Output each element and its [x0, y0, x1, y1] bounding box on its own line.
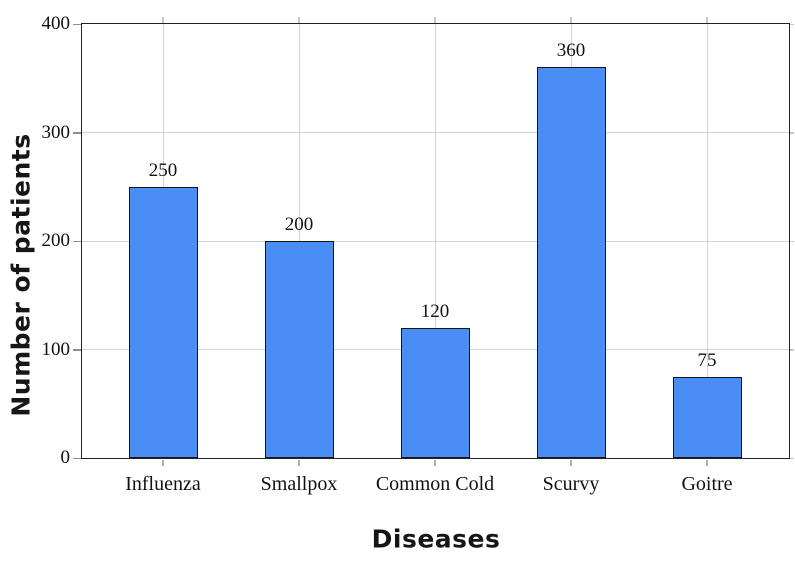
- x-tick-mark-top: [706, 16, 708, 23]
- y-tick-label: 0: [60, 447, 71, 468]
- x-tick-label: Scurvy: [542, 473, 600, 495]
- x-tick-mark-top: [570, 16, 572, 23]
- y-tick-label: 400: [41, 13, 71, 34]
- y-gridline: [82, 132, 789, 133]
- bar-value-label: 250: [148, 159, 178, 181]
- y-tick-mark: [73, 23, 82, 25]
- y-tick-mark-right: [789, 132, 794, 134]
- x-tick-mark: [298, 459, 300, 466]
- y-tick-mark: [73, 132, 82, 134]
- bar-value-label: 75: [697, 349, 717, 371]
- x-tick-label: Smallpox: [260, 473, 338, 495]
- y-tick-mark-right: [789, 349, 794, 351]
- bar-value-label: 120: [420, 300, 450, 322]
- y-gridline: [82, 240, 789, 242]
- y-tick-mark-right: [789, 23, 794, 25]
- x-tick-mark: [434, 459, 436, 466]
- y-tick-mark-right: [789, 240, 794, 242]
- bar-value-label: 200: [284, 214, 314, 235]
- x-tick-mark-top: [162, 16, 164, 23]
- bar-value-label: 360: [556, 40, 586, 62]
- x-tick-mark: [706, 459, 708, 466]
- plot-area: [80, 22, 790, 459]
- y-tick-mark: [73, 349, 82, 351]
- bar-goitre: [672, 376, 742, 458]
- bar-common-cold: [400, 327, 470, 458]
- x-tick-mark: [570, 459, 572, 466]
- x-tick-label: Goitre: [681, 473, 733, 495]
- y-axis-title: Number of patients: [6, 133, 36, 417]
- x-tick-mark-top: [434, 16, 436, 23]
- y-tick-mark: [73, 457, 82, 459]
- bar-influenza: [128, 186, 198, 458]
- bar-smallpox: [264, 241, 334, 458]
- x-axis-title: Diseases: [371, 524, 501, 554]
- y-tick-label: 200: [41, 230, 71, 251]
- x-tick-label: Common Cold: [375, 473, 495, 495]
- y-tick-mark-right: [789, 457, 794, 459]
- x-tick-mark-top: [298, 16, 300, 23]
- y-tick-mark: [73, 240, 82, 242]
- y-tick-label: 100: [41, 338, 71, 360]
- bar-scurvy: [536, 67, 606, 458]
- x-tick-label: Influenza: [125, 473, 201, 495]
- x-gridline: [706, 24, 708, 458]
- x-tick-mark: [162, 459, 164, 466]
- y-tick-label: 300: [41, 121, 71, 143]
- x-gridline: [434, 24, 436, 458]
